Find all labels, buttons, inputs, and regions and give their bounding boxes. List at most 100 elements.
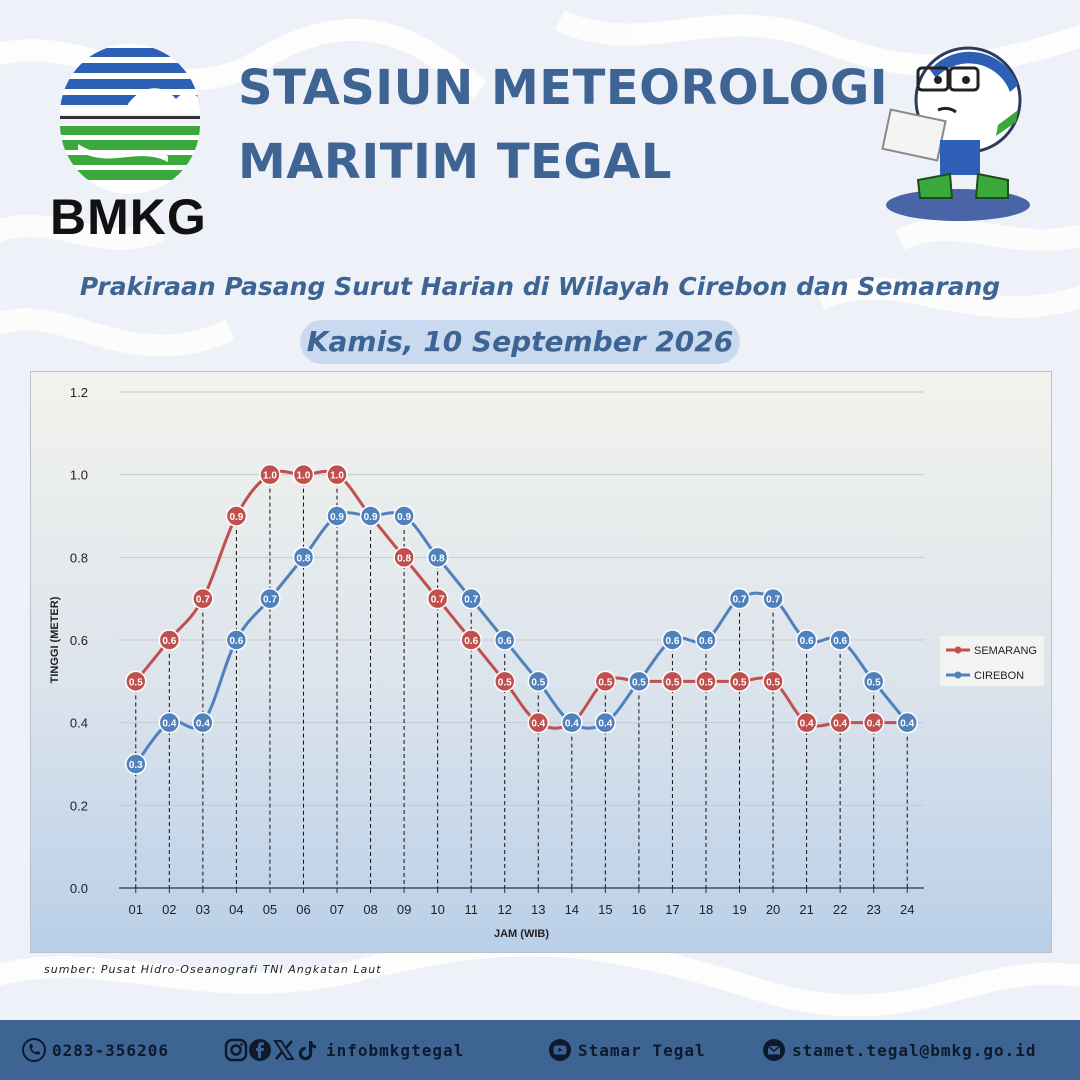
y-tick-label: 0.2 — [70, 798, 88, 813]
data-point-semarang — [225, 505, 248, 527]
data-point-cirebon — [896, 711, 918, 734]
data-point-cirebon — [359, 505, 382, 527]
legend-label: SEMARANG — [974, 645, 1037, 657]
data-point-cirebon — [393, 505, 415, 527]
instagram-icon — [224, 1038, 248, 1062]
phone-text: 0283-356206 — [52, 1040, 169, 1060]
x-tick-label: 18 — [699, 902, 713, 917]
footer-email[interactable]: stamet.tegal@bmkg.go.id — [762, 1020, 1037, 1080]
data-point-cirebon — [225, 629, 248, 651]
data-label-cirebon: 0.6 — [665, 636, 679, 647]
data-point-cirebon — [661, 629, 684, 651]
data-label-cirebon: 0.5 — [531, 677, 545, 688]
tide-line-chart: 0.0 0.2 0.4 0.6 0.8 1.0 1.2 01 02 03 04 05 06 07 08 09 1… — [49, 385, 1044, 940]
social-handle: infobmkgtegal — [326, 1040, 465, 1060]
x-tick-label: 23 — [866, 902, 880, 917]
data-point-semarang — [493, 670, 516, 693]
data-point-semarang — [125, 670, 147, 693]
footer-phone[interactable]: 0283-356206 — [22, 1020, 169, 1080]
data-label-cirebon: 0.7 — [733, 595, 747, 606]
data-label-semarang: 0.4 — [531, 719, 545, 730]
x-tick-label: 14 — [565, 902, 579, 917]
data-label-cirebon: 0.7 — [766, 595, 780, 606]
data-point-semarang — [192, 587, 214, 610]
data-label-semarang: 0.5 — [733, 677, 747, 688]
data-label-semarang: 0.9 — [229, 512, 243, 523]
y-tick-label: 0.0 — [70, 881, 88, 896]
youtube-icon — [549, 1039, 571, 1061]
x-tick-label: 07 — [330, 902, 344, 917]
data-label-semarang: 0.8 — [397, 553, 411, 564]
x-tick-label: 15 — [598, 902, 612, 917]
data-point-semarang — [259, 463, 281, 486]
data-label-semarang: 1.0 — [263, 471, 277, 482]
data-point-cirebon — [594, 711, 617, 734]
data-point-cirebon — [125, 753, 147, 775]
data-label-semarang: 0.5 — [498, 677, 512, 688]
x-tick-label: 12 — [497, 902, 511, 917]
x-tick-label: 04 — [229, 902, 243, 917]
data-label-cirebon: 0.9 — [330, 512, 344, 523]
x-twitter-icon — [273, 1040, 295, 1060]
y-axis-title: TINGGI (METER) — [49, 596, 61, 683]
mascot-illustration — [881, 46, 1030, 221]
data-label-cirebon: 0.6 — [833, 636, 847, 647]
data-label-cirebon: 0.6 — [699, 636, 713, 647]
x-tick-label: 10 — [430, 902, 444, 917]
chart-panel — [30, 371, 1052, 953]
phone-icon — [22, 1038, 46, 1062]
data-point-cirebon — [158, 711, 181, 734]
data-point-semarang — [527, 711, 550, 734]
source-note: sumber: Pusat Hidro-Oseanografi TNI Angk… — [44, 963, 382, 976]
data-label-cirebon: 0.4 — [598, 719, 612, 730]
data-label-cirebon: 0.5 — [867, 677, 881, 688]
y-tick-label: 1.0 — [70, 468, 88, 483]
data-label-semarang: 1.0 — [297, 471, 311, 482]
x-tick-label: 19 — [732, 902, 746, 917]
data-label-cirebon: 0.4 — [162, 719, 176, 730]
data-label-semarang: 0.6 — [464, 636, 478, 647]
data-point-cirebon — [259, 587, 281, 610]
footer-social[interactable]: infobmkgtegal — [224, 1020, 464, 1080]
data-label-cirebon: 0.4 — [565, 719, 579, 730]
data-point-semarang — [594, 670, 617, 693]
x-tick-label: 08 — [363, 902, 377, 917]
data-label-semarang: 0.5 — [699, 677, 713, 688]
series-line-cirebon — [134, 511, 909, 765]
data-label-cirebon: 0.3 — [129, 760, 143, 771]
legend-swatch-marker — [954, 671, 962, 679]
facebook-icon — [249, 1039, 271, 1061]
data-point-semarang — [728, 670, 751, 693]
data-point-cirebon — [292, 546, 315, 569]
x-axis-title: JAM (WIB) — [494, 928, 549, 940]
data-label-cirebon: 0.6 — [229, 636, 243, 647]
x-tick-label: 03 — [196, 902, 210, 917]
data-point-semarang — [762, 670, 784, 693]
data-point-semarang — [829, 711, 851, 734]
x-tick-label: 02 — [162, 902, 176, 917]
x-tick-label: 13 — [531, 902, 545, 917]
data-point-cirebon — [862, 670, 885, 693]
legend-label: CIREBON — [974, 670, 1024, 682]
data-label-cirebon: 0.9 — [397, 512, 411, 523]
bmkg-logo — [60, 44, 200, 194]
data-point-semarang — [795, 711, 818, 734]
x-tick-label: 06 — [296, 902, 310, 917]
data-label-semarang: 0.4 — [833, 719, 847, 730]
logo-text: BMKG — [50, 189, 207, 245]
data-label-semarang: 0.5 — [598, 677, 612, 688]
x-tick-label: 21 — [799, 902, 813, 917]
data-point-cirebon — [628, 670, 650, 693]
footer-youtube[interactable]: Stamar Tegal — [548, 1020, 706, 1080]
data-label-cirebon: 0.6 — [498, 636, 512, 647]
data-label-cirebon: 0.7 — [464, 595, 478, 606]
series-line-semarang — [134, 469, 908, 730]
y-tick-label: 1.2 — [70, 385, 88, 400]
data-label-semarang: 0.7 — [431, 595, 445, 606]
data-point-cirebon — [426, 546, 449, 569]
tiktok-icon — [298, 1041, 316, 1061]
data-label-cirebon: 0.4 — [900, 719, 914, 730]
y-tick-label: 0.8 — [70, 550, 88, 565]
data-label-cirebon: 0.8 — [431, 553, 445, 564]
data-label-cirebon: 0.4 — [196, 719, 210, 730]
